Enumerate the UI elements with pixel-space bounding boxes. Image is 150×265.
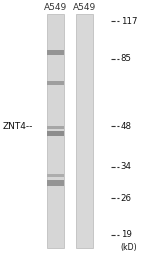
Text: 48: 48 [121, 122, 132, 131]
Text: A549: A549 [73, 3, 96, 12]
Bar [47, 50, 64, 55]
Bar [47, 126, 64, 129]
Text: 117: 117 [121, 17, 137, 26]
Bar [76, 14, 93, 248]
Text: (kD): (kD) [121, 243, 137, 252]
Bar [47, 14, 64, 248]
Text: A549: A549 [44, 3, 67, 12]
Bar [47, 81, 64, 85]
Bar [47, 131, 64, 135]
Bar [47, 174, 64, 177]
Text: 34: 34 [121, 162, 132, 171]
Text: 26: 26 [121, 194, 132, 202]
Text: 19: 19 [121, 231, 132, 239]
Text: ZNT4--: ZNT4-- [3, 122, 33, 131]
Text: 85: 85 [121, 55, 132, 63]
Bar [47, 180, 64, 186]
